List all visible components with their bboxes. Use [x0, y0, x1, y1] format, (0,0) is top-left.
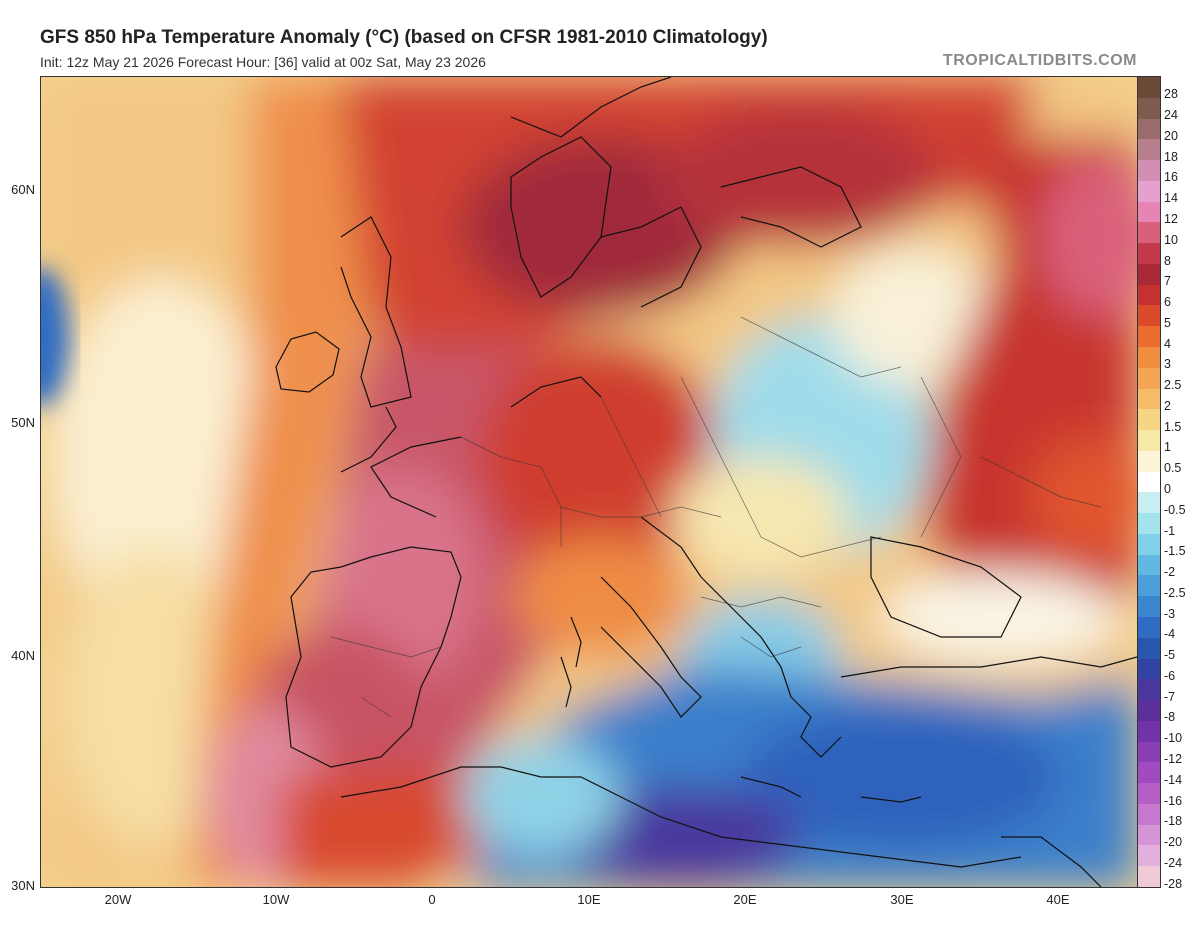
colorbar-label: 7 — [1164, 274, 1171, 289]
colorbar-swatch — [1138, 824, 1160, 846]
colorbar-label: 0.5 — [1164, 461, 1182, 476]
colorbar-label: -10 — [1164, 731, 1183, 746]
latitude-label: 60N — [11, 182, 35, 197]
colorbar-swatch — [1138, 533, 1160, 556]
map-field — [41, 77, 1137, 887]
colorbar-swatch — [1138, 222, 1160, 244]
colorbar-label: 4 — [1164, 336, 1171, 351]
colorbar-label: -7 — [1164, 689, 1176, 704]
colorbar-label: -3 — [1164, 606, 1176, 621]
longitude-label: 0 — [428, 892, 436, 907]
colorbar-swatch — [1138, 243, 1160, 265]
colorbar-label: -6 — [1164, 668, 1176, 683]
colorbar-swatch — [1138, 180, 1160, 203]
colorbar-label: -18 — [1164, 814, 1183, 829]
colorbar-swatch — [1138, 118, 1160, 140]
colorbar-label: -20 — [1164, 835, 1183, 850]
colorbar-swatch — [1138, 77, 1160, 99]
colorbar-label: 18 — [1164, 149, 1178, 164]
colorbar-label: -12 — [1164, 752, 1183, 766]
colorbar-label: -5 — [1164, 648, 1176, 663]
longitude-label: 10W — [262, 892, 290, 907]
colorbar-label: 12 — [1164, 212, 1178, 226]
colorbar-label: -0.5 — [1164, 502, 1186, 517]
colorbar-swatch — [1138, 845, 1160, 867]
colorbar-label: 2 — [1164, 398, 1171, 413]
colorbar-label: -14 — [1164, 772, 1183, 787]
colorbar-swatch — [1138, 367, 1160, 390]
colorbar-swatch — [1138, 284, 1160, 306]
colorbar-label: -2 — [1164, 565, 1176, 580]
brand-watermark: TROPICALTIDBITS.COM — [942, 52, 1137, 69]
colorbar-label: 24 — [1164, 108, 1178, 123]
colorbar-swatch — [1138, 450, 1160, 473]
colorbar-label: 1.5 — [1164, 419, 1182, 434]
colorbar-swatch — [1138, 658, 1160, 680]
colorbar-label: 2.5 — [1164, 378, 1182, 393]
colorbar-label: 6 — [1164, 295, 1171, 310]
colorbar-label: 14 — [1164, 191, 1178, 206]
colorbar-label: -16 — [1164, 793, 1183, 808]
map-subtitle: Init: 12z May 21 2026 Forecast Hour: [36… — [40, 54, 486, 70]
colorbar-label: -4 — [1164, 627, 1176, 642]
anomaly-map — [40, 76, 1138, 888]
colorbar-swatch — [1138, 700, 1160, 722]
colorbar-swatch — [1138, 679, 1160, 701]
colorbar-label: -1.5 — [1164, 544, 1186, 559]
latitude-label: 40N — [11, 648, 35, 663]
colorbar-swatch — [1138, 139, 1160, 161]
colorbar-swatch — [1138, 637, 1160, 660]
colorbar-label: 3 — [1164, 357, 1171, 372]
colorbar-label: 28 — [1164, 87, 1178, 102]
colorbar-swatch — [1138, 866, 1160, 888]
colorbar-label: 8 — [1164, 253, 1171, 268]
colorbar-swatch — [1138, 762, 1160, 784]
longitude-label: 20W — [104, 892, 132, 907]
colorbar-swatch — [1138, 97, 1160, 120]
colorbar-label: -1 — [1164, 523, 1176, 538]
colorbar-swatch — [1138, 720, 1160, 743]
colorbar-swatch — [1138, 409, 1160, 431]
colorbar-swatch — [1138, 160, 1160, 182]
latitude-label: 50N — [11, 415, 35, 430]
colorbar-swatch — [1138, 492, 1160, 514]
colorbar-label: -2.5 — [1164, 585, 1186, 600]
colorbar-swatch — [1138, 513, 1160, 535]
colorbar-label: -24 — [1164, 855, 1183, 870]
colorbar-swatch — [1138, 388, 1160, 410]
colorbar-label: 20 — [1164, 128, 1178, 143]
colorbar-swatch — [1138, 575, 1160, 597]
colorbar-label: -8 — [1164, 710, 1176, 725]
longitude-label: 40E — [1046, 892, 1070, 907]
colorbar-swatch — [1138, 554, 1160, 576]
colorbar-swatch — [1138, 783, 1160, 805]
longitude-label: 20E — [733, 892, 757, 907]
colorbar-swatch — [1138, 741, 1160, 763]
colorbar-swatch — [1138, 305, 1160, 327]
latitude-label: 30N — [11, 878, 35, 893]
colorbar-label: 1 — [1164, 440, 1171, 455]
colorbar-swatch — [1138, 263, 1160, 286]
longitude-label: 10E — [577, 892, 601, 907]
colorbar-swatch — [1138, 803, 1160, 826]
colorbar-swatch — [1138, 347, 1160, 369]
colorbar-swatch — [1138, 617, 1160, 639]
colorbar-label: 10 — [1164, 232, 1178, 247]
colorbar-swatch — [1138, 471, 1160, 493]
colorbar-swatch — [1138, 201, 1160, 223]
colorbar-label: 0 — [1164, 482, 1171, 496]
colorbar-label: 5 — [1164, 315, 1171, 330]
colorbar-swatch — [1138, 596, 1160, 618]
colorbar-swatch — [1138, 326, 1160, 348]
colorbar-label: -28 — [1164, 876, 1183, 891]
color-scale-bar — [1137, 76, 1161, 888]
longitude-label: 30E — [890, 892, 914, 907]
colorbar-label: 16 — [1164, 170, 1178, 185]
colorbar-swatch — [1138, 430, 1160, 452]
map-title: GFS 850 hPa Temperature Anomaly (°C) (ba… — [40, 27, 768, 48]
